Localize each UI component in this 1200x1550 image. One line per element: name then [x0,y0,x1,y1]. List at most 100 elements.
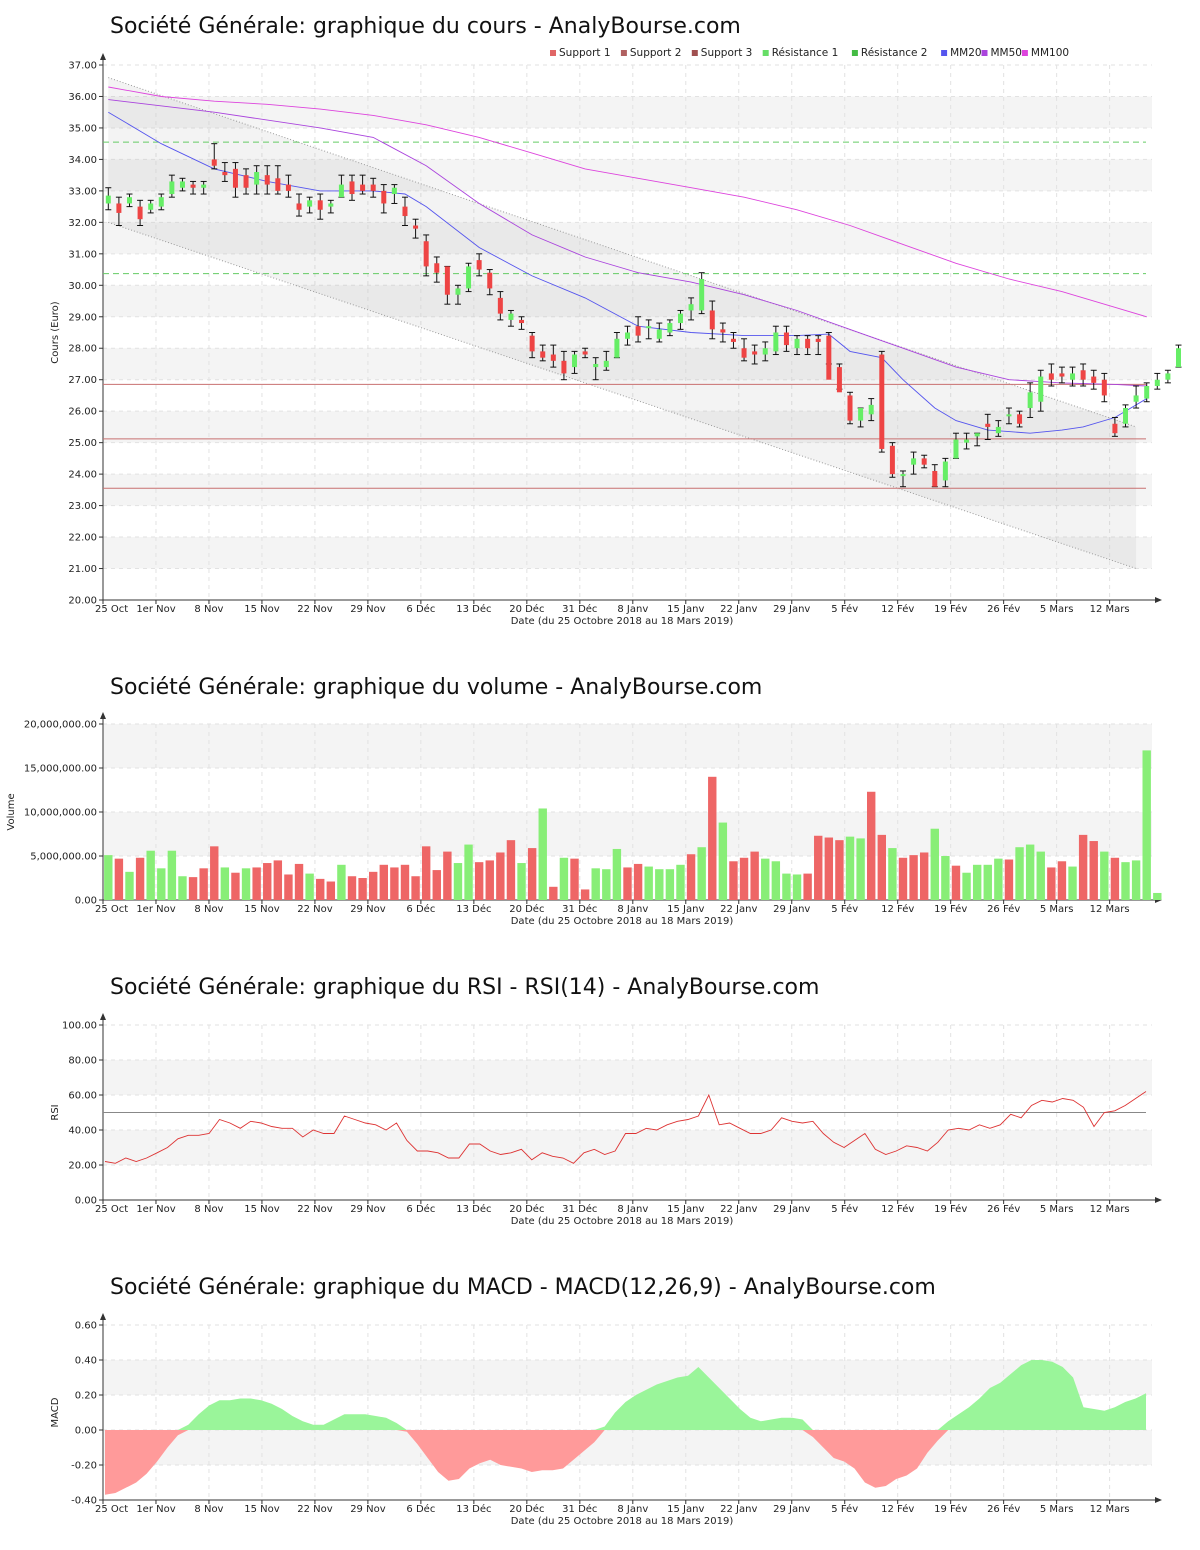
volume-xtick-label: 25 Oct [95,904,128,915]
volume-bar [739,857,749,900]
price-y-axis-arrow [100,53,106,60]
macd-xtick-label: 29 Nov [350,1504,386,1515]
volume-bar [167,850,177,900]
candle-body [752,351,758,355]
legend-label: Résistance 1 [772,47,839,59]
volume-bar [761,858,770,900]
macd-xtick-label: 22 Janv [720,1504,757,1515]
macd-ytick-label: -0.40 [71,1496,97,1507]
volume-bar [1110,857,1120,900]
volume-xtick-label: 8 Janv [617,904,648,915]
candle-body [232,168,238,188]
candle-body [773,332,779,352]
volume-xtick-label: 1er Nov [136,904,175,915]
rsi-xlabel: Date (du 25 Octobre 2018 au 18 Mars 2019… [511,1216,734,1227]
volume-xtick-label: 29 Janv [773,904,810,915]
price-channel-upper [108,77,1137,428]
candle [539,344,546,362]
candle-body [699,279,705,311]
macd-xtick-label: 5 Mars [1040,1504,1074,1515]
candle [1005,407,1012,425]
candle [847,391,854,425]
volume-bar [220,867,230,900]
price-xtick-label: 31 Déc [562,603,597,615]
macd-xtick-label: 12 Fév [881,1503,914,1515]
candle [931,464,938,488]
legend-label: Support 2 [630,47,682,59]
volume-bar [1068,866,1077,900]
candle [550,344,557,368]
price-ytick-label: 31.00 [68,249,97,260]
candle-body [370,184,376,191]
price-ytick-label: 22.00 [68,533,97,544]
price-ytick-label: 33.00 [68,186,97,197]
candle [253,165,260,195]
candle [529,332,536,359]
volume-bar [930,828,939,900]
candle [327,199,334,214]
legend-label: Support 3 [701,47,753,59]
volume-bar [1036,851,1045,900]
candle [200,180,207,195]
candle [1058,366,1065,384]
candle [137,199,144,226]
rsi-xtick-label: 5 Mars [1040,1204,1074,1215]
candle-body [603,360,609,368]
candle [1027,382,1034,418]
macd-negative-area [105,1430,1146,1495]
price-xtick-label: 25 Oct [95,604,128,615]
candle-body [434,263,440,273]
volume-title: Société Générale: graphique du volume - … [110,675,762,700]
macd-xtick-label: 5 Fév [831,1503,858,1515]
volume-bar [474,862,484,900]
macd-xtick-label: 25 Oct [95,1504,128,1515]
volume-bar [263,863,272,900]
candle [306,196,313,214]
candle [603,350,610,371]
volume-bar [867,791,876,900]
volume-bar [591,868,600,900]
price-ytick-label: 34.00 [68,155,97,166]
candle-body [635,326,641,336]
volume-bar [496,852,505,900]
candle [974,432,981,447]
candle-body [1165,373,1171,380]
candle-body [1070,373,1076,380]
legend-item: Support 2 [620,47,682,59]
candle [868,398,875,422]
volume-bar [803,873,812,900]
candle-body [815,338,821,342]
candle [709,300,716,340]
volume-bar [157,868,166,900]
candle-body [222,172,228,176]
volume-bar [517,863,526,900]
volume-bar [1121,862,1130,900]
volume-bar [951,865,961,900]
rsi-title: Société Générale: graphique du RSI - RSI… [110,975,819,1000]
volume-bar [1078,834,1088,900]
candle [762,341,769,362]
candle [995,420,1002,437]
legend-swatch [691,50,698,56]
price-ytick-label: 32.00 [68,218,97,229]
legend-item: Résistance 1 [762,47,839,59]
candle-body [360,184,366,191]
rsi-xtick-label: 22 Nov [297,1204,333,1215]
candle [613,332,620,359]
volume-bar [1025,844,1035,900]
volume-bar [453,863,463,900]
volume-bar [1100,851,1109,900]
candle [296,193,303,217]
price-ytick-label: 29.00 [68,312,97,323]
candle-body [381,190,387,204]
volume-bar [1142,750,1151,900]
price-xtick-label: 29 Janv [773,604,810,615]
candle-body [391,187,397,195]
macd-xtick-label: 15 Nov [244,1504,280,1515]
candle [232,162,239,198]
candle-body [572,354,578,368]
volume-bar [814,835,823,900]
rsi-y-axis-arrow [100,1013,106,1020]
volume-xtick-label: 29 Nov [350,904,386,915]
line-mm50 [108,99,1147,387]
